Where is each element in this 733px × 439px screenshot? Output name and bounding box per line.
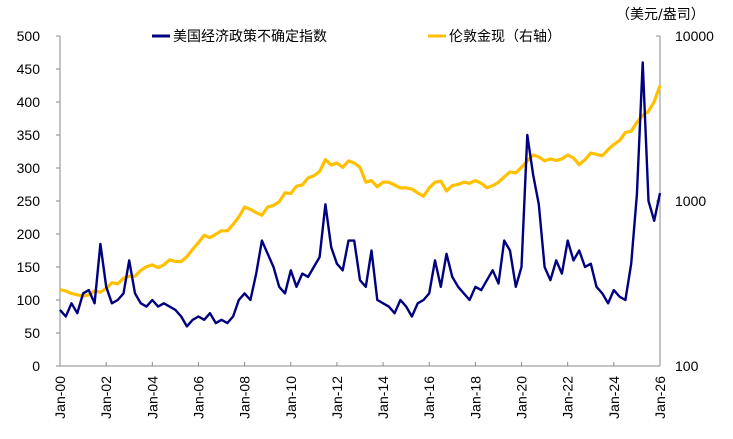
x-tick-label: Jan-18	[467, 376, 483, 419]
left-tick-label: 450	[17, 61, 41, 77]
x-tick-label: Jan-08	[237, 376, 253, 419]
left-tick-label: 250	[17, 193, 41, 209]
epu-index-line	[59, 61, 662, 328]
left-tick-label: 50	[24, 325, 40, 341]
left-tick-label: 100	[17, 292, 41, 308]
left-tick-label: 150	[17, 259, 41, 275]
x-tick-label: Jan-20	[514, 376, 530, 419]
right-tick-label: 10000	[675, 28, 714, 44]
x-tick-label: Jan-06	[190, 376, 206, 419]
x-tick-label: Jan-24	[606, 376, 622, 419]
x-tick-label: Jan-14	[375, 376, 391, 419]
right-tick-label: 100	[675, 358, 699, 374]
legend-label-gold: 伦敦金现（右轴）	[449, 29, 561, 45]
left-tick-label: 300	[17, 160, 41, 176]
left-tick-label: 0	[32, 358, 40, 374]
legend-label-epu: 美国经济政策不确定指数	[173, 28, 327, 45]
left-tick-label: 200	[17, 226, 41, 242]
left-tick-label: 500	[17, 28, 41, 44]
x-tick-label: Jan-22	[560, 376, 576, 419]
right-tick-label: 1000	[675, 193, 706, 209]
x-tick-label: Jan-16	[421, 376, 437, 419]
legend: 美国经济政策不确定指数 伦敦金现（右轴）	[152, 28, 561, 45]
left-tick-label: 400	[17, 94, 41, 110]
left-tick-label: 350	[17, 127, 41, 143]
x-tick-label: Jan-26	[652, 376, 668, 419]
x-tick-label: Jan-02	[98, 376, 114, 419]
x-tick-label: Jan-00	[52, 376, 68, 419]
x-tick-label: Jan-10	[283, 376, 299, 419]
right-axis-unit: （美元/盎司）	[616, 7, 705, 23]
x-tick-label: Jan-12	[329, 376, 345, 419]
axes: 0 50 100 150 200 250 300 350 400 450 500 100 1000 100…	[17, 28, 715, 419]
gold-price-line	[59, 85, 662, 298]
x-tick-label: Jan-04	[144, 376, 160, 419]
series-lines	[59, 61, 662, 328]
